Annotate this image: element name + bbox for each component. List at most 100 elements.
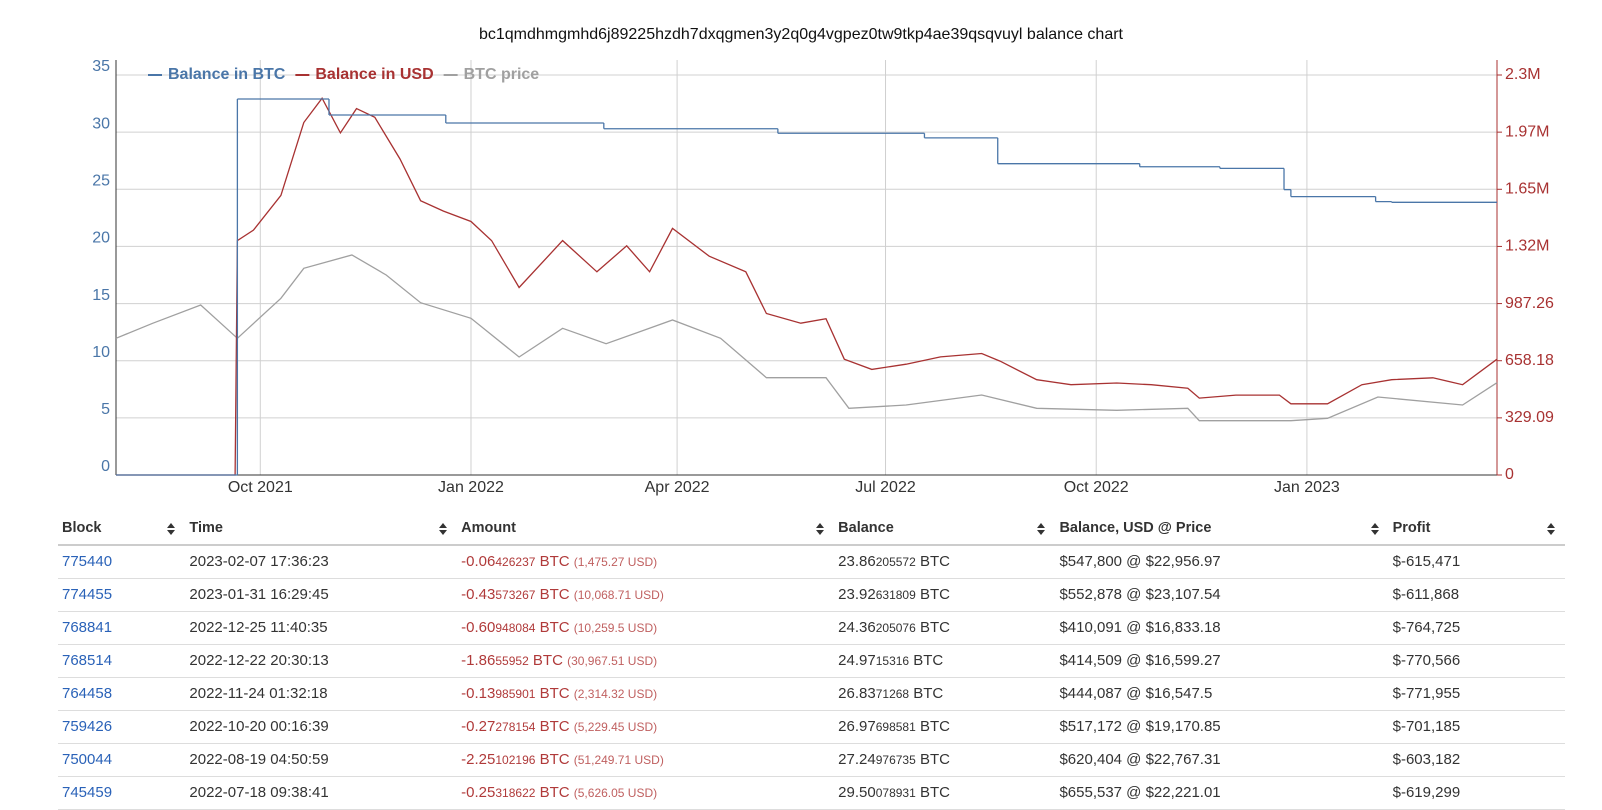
block-link[interactable]: 745459: [62, 784, 113, 801]
block-cell: 774455: [58, 578, 186, 612]
time-cell: 2022-08-19 04:50:59: [185, 743, 458, 777]
legend-label: Balance in BTC: [168, 66, 286, 83]
balance-digits: 976735: [875, 753, 916, 767]
balance-unit: BTC: [919, 751, 950, 768]
table-head: Block Time Amount Balance Balance, USD @ Pri…: [58, 514, 1565, 546]
block-link[interactable]: 750044: [62, 751, 113, 768]
time-cell: 2022-12-25 11:40:35: [185, 611, 458, 645]
balance: 23.92: [838, 586, 876, 603]
table-row: 764458 2022-11-24 01:32:18 -0.13985901 BTC…: [58, 677, 1565, 711]
balance-unit: BTC: [919, 784, 950, 801]
amount: -0.43: [461, 586, 496, 603]
amount-usd: (51,249.71 USD): [573, 753, 664, 767]
amount-digits: 318622: [495, 786, 536, 800]
amount: -0.27: [461, 718, 496, 735]
balance-unit: BTC: [913, 685, 944, 702]
balance: 23.86: [838, 553, 876, 570]
x-tick-label: Jan 2023: [1274, 479, 1340, 496]
balance-digits: 078931: [875, 786, 916, 800]
amount-cell: -0.60948084 BTC (10,259.5 USD): [457, 611, 835, 645]
y-tick-label: 10: [92, 344, 110, 361]
amount-usd: (10,068.71 USD): [573, 588, 664, 602]
profit-cell: $-770,566: [1388, 644, 1565, 678]
profit-cell: $-701,185: [1388, 710, 1565, 744]
column-header[interactable]: Balance, USD @ Price: [1055, 514, 1389, 546]
amount-usd: (10,259.5 USD): [573, 621, 658, 635]
column-header[interactable]: Profit: [1388, 514, 1565, 546]
amount-digits: 102196: [495, 753, 536, 767]
balance-cell: 27.24976735 BTC: [834, 743, 1056, 777]
header-label: Balance: [838, 520, 894, 536]
amount: -0.13: [461, 685, 496, 702]
balance: 24.97: [838, 652, 876, 669]
block-link[interactable]: 759426: [62, 718, 113, 735]
column-header[interactable]: Amount: [457, 514, 835, 546]
y2-tick-label: 0: [1505, 466, 1514, 483]
header-label: Block: [62, 520, 102, 536]
balance-usd-cell: $655,537 @ $22,221.01: [1055, 776, 1389, 810]
chart-title: bc1qmdhmgmhd6j89225hzdh7dxqgmen3y2q0g4vg…: [479, 26, 1124, 43]
balance: 26.97: [838, 718, 876, 735]
amount-digits: 426237: [495, 555, 536, 569]
sort-icon: [167, 523, 176, 535]
sort-icon: [1547, 523, 1555, 535]
legend-label: Balance in USD: [315, 66, 433, 83]
column-header[interactable]: Balance: [834, 514, 1056, 546]
amount-cell: -2.25102196 BTC (51,249.71 USD): [457, 743, 835, 777]
profit-cell: $-611,868: [1388, 578, 1565, 612]
profit-cell: $-771,955: [1388, 677, 1565, 711]
block-link[interactable]: 775440: [62, 553, 113, 570]
amount-unit: BTC: [539, 718, 570, 735]
header-label: Profit: [1392, 520, 1431, 536]
y2-tick-label: 2.3M: [1505, 66, 1541, 83]
y-tick-label: 35: [92, 58, 110, 75]
amount-digits: 278154: [495, 720, 536, 734]
balance-usd-cell: $410,091 @ $16,833.18: [1055, 611, 1389, 645]
balance-cell: 23.92631809 BTC: [834, 578, 1056, 612]
amount-unit: BTC: [539, 685, 570, 702]
block-link[interactable]: 768841: [62, 619, 113, 636]
amount-unit: BTC: [539, 751, 570, 768]
series-line: [115, 254, 1498, 422]
balance-digits: 698581: [875, 720, 916, 734]
sort-icon: [439, 523, 448, 535]
balance-digits: 205572: [875, 555, 916, 569]
x-tick-label: Oct 2021: [228, 479, 293, 496]
block-link[interactable]: 764458: [62, 685, 113, 702]
legend-label: BTC price: [464, 66, 540, 83]
amount-cell: -0.43573267 BTC (10,068.71 USD): [457, 578, 835, 612]
table-body: 775440 2023-02-07 17:36:23 -0.06426237 BTC…: [58, 545, 1565, 810]
amount-unit: BTC: [532, 652, 563, 669]
time-cell: 2023-02-07 17:36:23: [185, 545, 458, 579]
table-row: 768841 2022-12-25 11:40:35 -0.60948084 BTC…: [58, 611, 1565, 645]
amount-digits: 948084: [495, 621, 536, 635]
time-cell: 2022-10-20 00:16:39: [185, 710, 458, 744]
block-cell: 775440: [58, 545, 186, 579]
balance-unit: BTC: [919, 619, 950, 636]
column-header[interactable]: Time: [185, 514, 458, 546]
header-row: Block Time Amount Balance Balance, USD @ Pri…: [58, 514, 1565, 546]
x-tick-label: Jan 2022: [438, 479, 504, 496]
y-tick-label: 5: [101, 401, 110, 418]
balance-unit: BTC: [919, 718, 950, 735]
block-link[interactable]: 768514: [62, 652, 113, 669]
amount-unit: BTC: [539, 619, 570, 636]
amount-cell: -0.27278154 BTC (5,229.45 USD): [457, 710, 835, 744]
block-link[interactable]: 774455: [62, 586, 113, 603]
column-header[interactable]: Block: [58, 514, 186, 546]
time-cell: 2022-11-24 01:32:18: [185, 677, 458, 711]
sort-icon: [1370, 523, 1379, 535]
time-cell: 2022-07-18 09:38:41: [185, 776, 458, 810]
amount-cell: -0.25318622 BTC (5,626.05 USD): [457, 776, 835, 810]
y-tick-label: 25: [92, 173, 110, 190]
balance-digits: 631809: [875, 588, 916, 602]
balance-unit: BTC: [913, 652, 944, 669]
balance-cell: 29.50078931 BTC: [834, 776, 1056, 810]
amount-usd: (5,229.45 USD): [573, 720, 658, 734]
balance-usd-cell: $414,509 @ $16,599.27: [1055, 644, 1389, 678]
balance-unit: BTC: [919, 553, 950, 570]
transactions-table: Block Time Amount Balance Balance, USD @ Pri…: [58, 514, 1565, 810]
balance-cell: 26.97698581 BTC: [834, 710, 1056, 744]
sort-icon: [1037, 523, 1046, 535]
